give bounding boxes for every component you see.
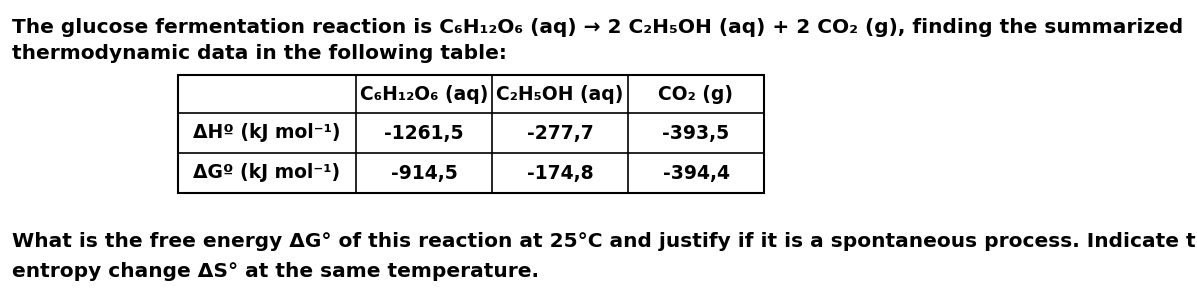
Text: -174,8: -174,8	[527, 163, 594, 183]
Text: -1261,5: -1261,5	[384, 123, 463, 142]
Text: The glucose fermentation reaction is C₆H₁₂O₆ (aq) → 2 C₂H₅OH (aq) + 2 CO₂ (g), f: The glucose fermentation reaction is C₆H…	[12, 18, 1184, 37]
Text: -393,5: -393,5	[662, 123, 729, 142]
Text: -394,4: -394,4	[662, 163, 729, 183]
Text: -914,5: -914,5	[390, 163, 457, 183]
Text: What is the free energy ΔG° of this reaction at 25°C and justify if it is a spon: What is the free energy ΔG° of this reac…	[12, 232, 1197, 251]
Text: entropy change ΔS° at the same temperature.: entropy change ΔS° at the same temperatu…	[12, 262, 539, 281]
Text: C₆H₁₂O₆ (aq): C₆H₁₂O₆ (aq)	[360, 84, 488, 104]
Text: -277,7: -277,7	[527, 123, 594, 142]
Text: C₂H₅OH (aq): C₂H₅OH (aq)	[497, 84, 624, 104]
Bar	[178, 75, 764, 193]
Text: CO₂ (g): CO₂ (g)	[658, 84, 734, 104]
Text: thermodynamic data in the following table:: thermodynamic data in the following tabl…	[12, 44, 506, 63]
Text: ΔHº (kJ mol⁻¹): ΔHº (kJ mol⁻¹)	[193, 123, 341, 142]
Text: ΔGº (kJ mol⁻¹): ΔGº (kJ mol⁻¹)	[194, 163, 341, 183]
